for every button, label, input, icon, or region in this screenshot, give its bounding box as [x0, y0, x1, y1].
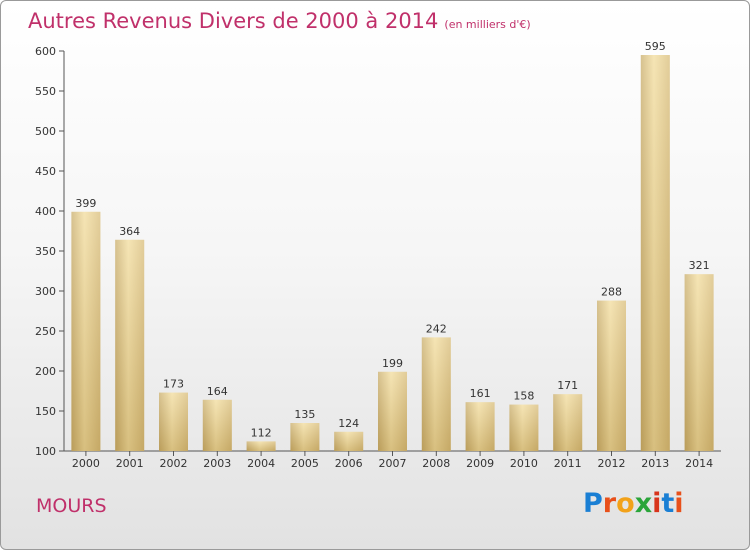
- bar-value-label: 595: [645, 40, 666, 53]
- y-tick-label: 500: [35, 125, 56, 138]
- bar-2006: 124: [334, 417, 364, 451]
- bar-shade: [159, 392, 188, 451]
- bar-shade: [334, 431, 364, 451]
- y-tick-label: 350: [35, 245, 56, 258]
- x-tick-label: 2006: [335, 457, 363, 470]
- bar-value-label: 321: [689, 259, 710, 272]
- x-tick-label: 2002: [160, 457, 188, 470]
- bar-value-label: 164: [207, 385, 228, 398]
- logo-letter: x: [634, 488, 653, 519]
- bar-shade: [246, 441, 276, 451]
- bar-2003: 164: [202, 385, 232, 451]
- x-tick-label: 2003: [203, 457, 231, 470]
- x-tick-label: 2000: [72, 457, 100, 470]
- bar-2000: 399: [71, 197, 101, 451]
- bar-2010: 158: [509, 390, 539, 451]
- x-tick-label: 2011: [554, 457, 582, 470]
- bar-2002: 173: [159, 378, 188, 451]
- y-tick-label: 300: [35, 285, 56, 298]
- bar-2001: 364: [115, 225, 145, 451]
- x-tick-label: 2014: [685, 457, 713, 470]
- y-tick-label: 400: [35, 205, 56, 218]
- bar-shade: [378, 371, 407, 451]
- bar-2008: 242: [421, 322, 451, 451]
- x-tick-label: 2012: [598, 457, 626, 470]
- bars-group: 399 364 173 164 112 135 124 199 242 161 158 171 288 5…: [71, 40, 714, 451]
- bar-2007: 199: [378, 357, 407, 451]
- bar-value-label: 161: [470, 387, 491, 400]
- bar-shade: [640, 55, 670, 451]
- x-tick-label: 2007: [379, 457, 407, 470]
- bar-shade: [509, 404, 539, 451]
- chart-title: Autres Revenus Divers de 2000 à 2014 (en …: [28, 9, 531, 33]
- logo-letter: r: [602, 488, 617, 519]
- bar-2009: 161: [465, 387, 495, 451]
- x-tick-label: 2004: [247, 457, 275, 470]
- logo-letter: i: [674, 488, 684, 519]
- bar-shade: [465, 402, 495, 451]
- bar-value-label: 171: [557, 379, 578, 392]
- bar-2005: 135: [290, 408, 320, 451]
- bar-shade: [597, 300, 626, 451]
- proxiti-logo[interactable]: Proxiti: [583, 488, 684, 519]
- x-tick-label: 2010: [510, 457, 538, 470]
- bar-shade: [115, 239, 145, 451]
- bar-value-label: 288: [601, 286, 622, 299]
- bar-value-label: 124: [338, 417, 359, 430]
- bar-value-label: 112: [251, 426, 272, 439]
- y-axis: 100 150 200 250 300 350 400 450 500 550 600: [35, 45, 65, 458]
- x-tick-label: 2005: [291, 457, 319, 470]
- bar-shade: [684, 274, 714, 451]
- y-tick-label: 550: [35, 85, 56, 98]
- bar-shade: [202, 399, 232, 451]
- bar-2011: 171: [553, 379, 583, 451]
- y-tick-label: 150: [35, 405, 56, 418]
- y-tick-label: 250: [35, 325, 56, 338]
- city-name: MOURS: [36, 495, 107, 517]
- logo-letter: i: [652, 488, 662, 519]
- bar-value-label: 242: [426, 322, 447, 335]
- x-tick-label: 2001: [116, 457, 144, 470]
- y-tick-label: 100: [35, 445, 56, 458]
- x-tick-label: 2008: [422, 457, 450, 470]
- bar-value-label: 364: [119, 225, 140, 238]
- bar-value-label: 199: [382, 357, 403, 370]
- y-tick-label: 450: [35, 165, 56, 178]
- bar-2014: 321: [684, 259, 714, 451]
- x-tick-label: 2013: [641, 457, 669, 470]
- bar-2013: 595: [640, 40, 670, 451]
- bar-shade: [71, 211, 101, 451]
- bar-shade: [421, 337, 451, 451]
- y-tick-label: 600: [35, 45, 56, 58]
- bar-value-label: 173: [163, 378, 184, 391]
- bar-shade: [290, 423, 320, 451]
- bar-value-label: 158: [513, 390, 534, 403]
- chart-subtitle: (en milliers d'€): [444, 18, 531, 31]
- bar-value-label: 399: [75, 197, 96, 210]
- chart-title-text: Autres Revenus Divers de 2000 à 2014: [28, 9, 439, 33]
- logo-letter: P: [583, 488, 603, 519]
- x-axis: 2000 2001 2002 2003 2004 2005 2006 2007 2008 2009…: [64, 450, 721, 470]
- bar-shade: [553, 394, 583, 451]
- y-tick-label: 200: [35, 365, 56, 378]
- bar-value-label: 135: [294, 408, 315, 421]
- logo-letter: t: [661, 488, 675, 519]
- bar-2012: 288: [597, 286, 626, 451]
- x-tick-label: 2009: [466, 457, 494, 470]
- bar-2004: 112: [246, 426, 276, 451]
- logo-letter: o: [616, 488, 635, 519]
